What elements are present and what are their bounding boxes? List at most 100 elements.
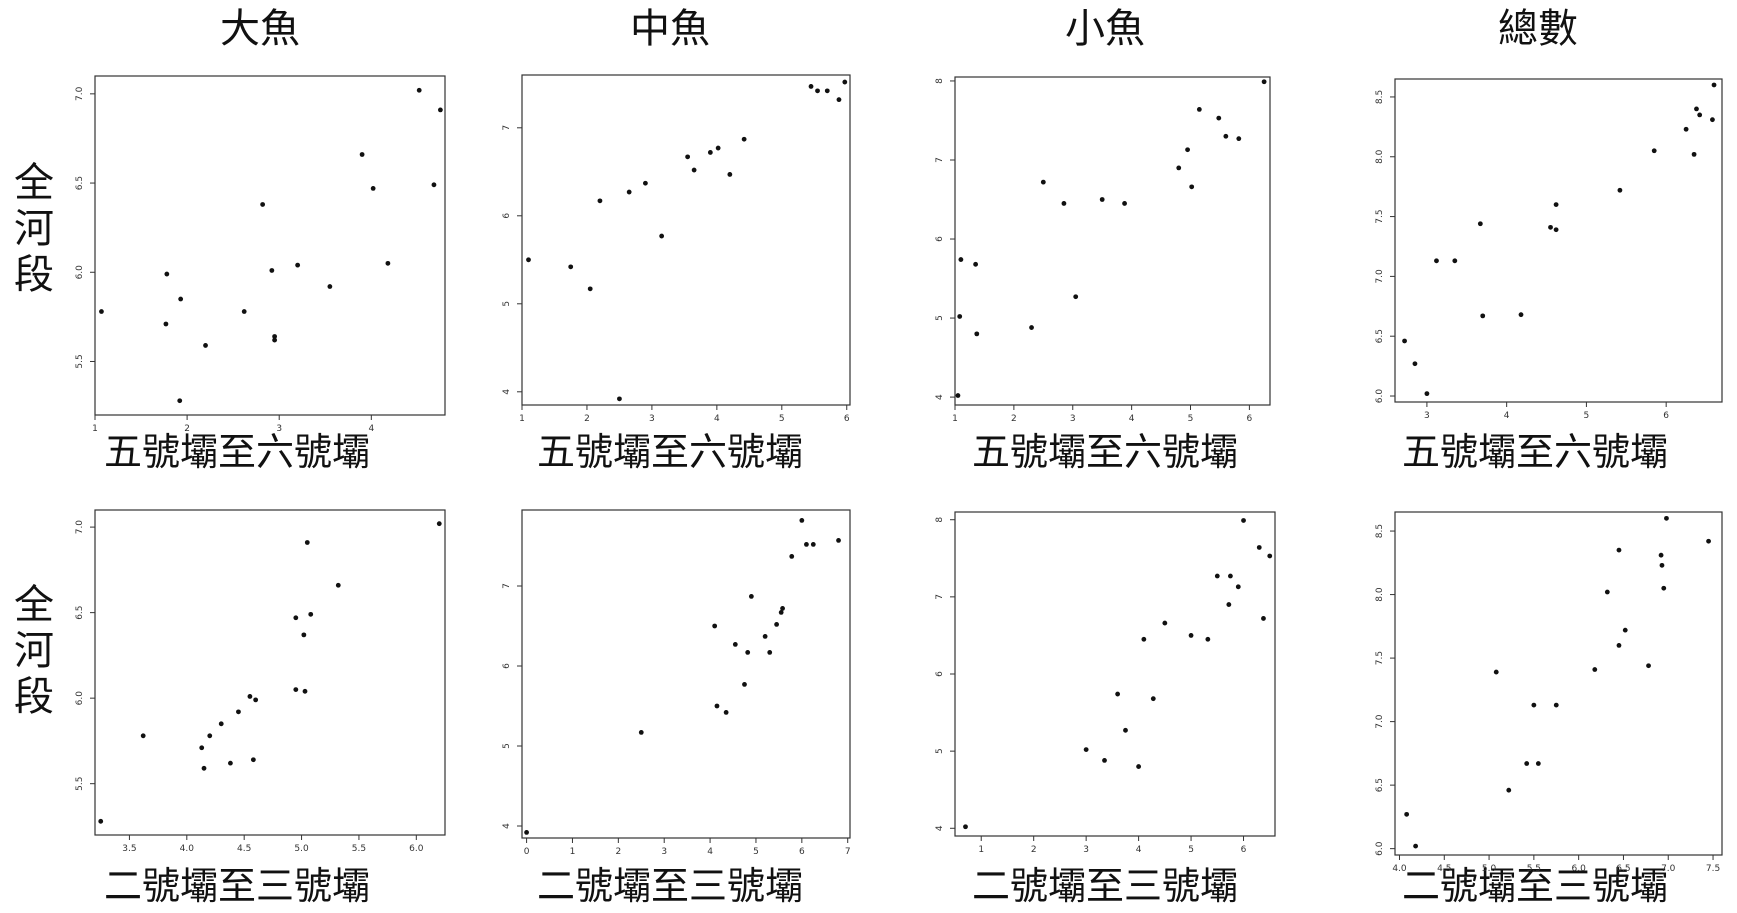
plot-frame xyxy=(954,511,1276,837)
data-point xyxy=(1123,727,1128,733)
data-point xyxy=(1228,573,1233,579)
data-point xyxy=(201,765,207,771)
data-point xyxy=(712,623,718,629)
data-point xyxy=(762,634,768,639)
x-tick-label: 3 xyxy=(649,414,655,424)
y-tick-label: 5.5 xyxy=(75,777,85,791)
y-tick-label: 8.5 xyxy=(1375,90,1385,104)
xaxis-title-r1c1: 二號壩至三號壩 xyxy=(536,864,803,908)
y-tick-label: 7.0 xyxy=(1375,269,1385,284)
data-point xyxy=(824,88,830,94)
x-tick-label: 5.5 xyxy=(1527,864,1541,874)
data-point xyxy=(691,167,697,173)
x-tick-label: 1 xyxy=(92,424,98,434)
row-label-char: 段 xyxy=(14,252,54,298)
xaxis-title-r0c0: 五號壩至六號壩 xyxy=(103,430,370,474)
x-tick-label: 3 xyxy=(1070,414,1076,424)
xaxis-title-r0c1: 五號壩至六號壩 xyxy=(536,430,803,474)
x-tick-label: 6.0 xyxy=(409,844,424,854)
y-tick-label: 6.5 xyxy=(1375,778,1385,792)
data-point xyxy=(269,268,275,273)
data-point xyxy=(1691,151,1697,157)
y-tick-label: 6 xyxy=(502,663,512,669)
data-point xyxy=(617,396,622,402)
y-tick-label: 4 xyxy=(502,389,512,395)
data-point xyxy=(780,606,785,611)
x-tick-label: 4.0 xyxy=(1392,864,1407,874)
x-tick-label: 2 xyxy=(1031,845,1037,855)
x-tick-label: 4 xyxy=(368,424,374,434)
data-point xyxy=(385,260,391,266)
data-point xyxy=(207,733,213,739)
y-tick-label: 6.0 xyxy=(1375,389,1385,404)
x-tick-label: 6.0 xyxy=(1571,864,1586,874)
data-point xyxy=(810,542,816,547)
data-point xyxy=(1452,258,1458,264)
data-point xyxy=(1651,148,1657,154)
x-tick-label: 7.5 xyxy=(1706,864,1720,874)
data-point xyxy=(1162,620,1168,626)
data-point xyxy=(228,760,233,766)
x-tick-label: 5 xyxy=(1584,411,1590,421)
x-tick-label: 2 xyxy=(615,847,621,857)
x-tick-label: 6 xyxy=(1663,411,1669,421)
data-point xyxy=(437,107,443,113)
data-point xyxy=(1261,616,1266,621)
row-label-char: 全 xyxy=(14,582,54,628)
x-tick-label: 7 xyxy=(845,847,851,857)
data-point xyxy=(431,182,437,188)
data-point xyxy=(1622,627,1628,633)
data-point xyxy=(524,830,529,835)
x-tick-label: 1 xyxy=(519,414,525,424)
data-point xyxy=(1189,184,1195,190)
x-tick-label: 4.5 xyxy=(1437,864,1451,874)
x-tick-label: 3 xyxy=(1424,411,1430,421)
x-tick-label: 6 xyxy=(799,847,805,857)
data-point xyxy=(241,309,247,314)
y-tick-label: 6.0 xyxy=(75,265,85,280)
data-point xyxy=(767,650,773,655)
x-tick-label: 5 xyxy=(753,847,759,857)
plot-frame xyxy=(521,74,851,406)
data-point xyxy=(1518,312,1524,318)
data-point xyxy=(1617,187,1623,193)
data-point xyxy=(1267,553,1273,559)
data-point xyxy=(1706,538,1711,544)
data-point xyxy=(1434,258,1439,264)
data-point xyxy=(1029,325,1034,330)
data-point xyxy=(1083,747,1089,752)
x-tick-label: 1 xyxy=(952,414,958,424)
y-tick-label: 7.0 xyxy=(1375,714,1385,729)
plot-frame xyxy=(1394,78,1723,403)
data-point xyxy=(1226,602,1232,607)
y-tick-label: 6 xyxy=(935,236,945,242)
x-tick-label: 3 xyxy=(661,847,667,857)
data-point xyxy=(293,687,299,693)
xaxis-title-r1c0: 二號壩至三號壩 xyxy=(103,864,370,908)
data-point xyxy=(1616,547,1622,553)
plot-frame xyxy=(94,509,446,836)
data-point xyxy=(1115,691,1121,697)
x-tick-label: 4 xyxy=(707,847,713,857)
data-point xyxy=(1214,573,1220,579)
row-label-char: 段 xyxy=(14,674,54,720)
data-point xyxy=(247,694,253,699)
data-point xyxy=(685,154,691,160)
x-tick-label: 3 xyxy=(1083,845,1089,855)
plot-frame xyxy=(954,76,1271,406)
x-tick-label: 2 xyxy=(1011,414,1017,424)
data-point xyxy=(1150,696,1156,702)
y-tick-label: 8.0 xyxy=(1375,587,1385,602)
data-point xyxy=(804,542,809,547)
x-tick-label: 1 xyxy=(978,845,984,855)
data-point xyxy=(659,233,665,239)
data-point xyxy=(1102,758,1107,763)
y-tick-label: 8.5 xyxy=(1375,524,1385,538)
x-tick-label: 6 xyxy=(844,414,850,424)
data-point xyxy=(272,334,278,339)
data-point xyxy=(955,393,961,398)
data-point xyxy=(1236,136,1242,142)
data-point xyxy=(1592,667,1598,672)
data-point xyxy=(436,521,442,527)
data-point xyxy=(1099,197,1105,202)
